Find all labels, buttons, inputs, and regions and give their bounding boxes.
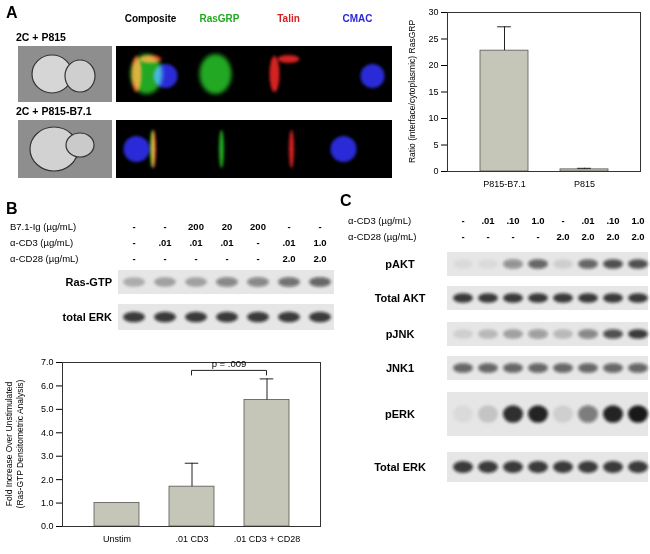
svg-text:200: 200: [188, 221, 204, 232]
svg-text:2.0: 2.0: [631, 231, 644, 242]
svg-text:1.0: 1.0: [531, 215, 544, 226]
svg-text:6.0: 6.0: [41, 381, 54, 391]
svg-text:2.0: 2.0: [282, 253, 295, 264]
svg-text:.01: .01: [158, 237, 172, 248]
svg-text:5: 5: [433, 140, 438, 150]
svg-text:200: 200: [250, 221, 266, 232]
svg-text:-: -: [194, 253, 197, 264]
svg-text:-: -: [132, 221, 135, 232]
svg-text:2.0: 2.0: [41, 475, 54, 485]
svg-text:-: -: [163, 253, 166, 264]
svg-text:-: -: [132, 253, 135, 264]
svg-text:0.0: 0.0: [41, 521, 54, 531]
svg-text:.01: .01: [220, 237, 234, 248]
svg-text:7.0: 7.0: [41, 357, 54, 367]
svg-text:20: 20: [222, 221, 233, 232]
svg-text:-: -: [132, 237, 135, 248]
svg-text:pJNK: pJNK: [386, 328, 415, 340]
svg-text:CMAC: CMAC: [343, 13, 373, 24]
svg-text:-: -: [256, 237, 259, 248]
svg-text:.10: .10: [606, 215, 619, 226]
svg-text:.01: .01: [189, 237, 203, 248]
svg-text:total ERK: total ERK: [63, 311, 113, 323]
svg-text:pAKT: pAKT: [385, 258, 415, 270]
svg-text:A: A: [6, 4, 18, 21]
svg-text:C: C: [340, 192, 352, 209]
svg-text:α-CD28 (µg/mL): α-CD28 (µg/mL): [348, 231, 417, 242]
svg-text:2C + P815: 2C + P815: [16, 31, 66, 43]
svg-text:α-CD3 (µg/mL): α-CD3 (µg/mL): [10, 237, 73, 248]
svg-text:Total ERK: Total ERK: [374, 461, 426, 473]
svg-text:Composite: Composite: [125, 13, 177, 24]
svg-text:Unstim: Unstim: [103, 534, 131, 544]
svg-text:.10: .10: [506, 215, 519, 226]
svg-text:2C + P815-B7.1: 2C + P815-B7.1: [16, 105, 92, 117]
svg-text:5.0: 5.0: [41, 404, 54, 414]
svg-text:25: 25: [428, 34, 438, 44]
svg-text:B7.1-Ig (µg/mL): B7.1-Ig (µg/mL): [10, 221, 76, 232]
svg-text:P815: P815: [574, 179, 595, 189]
svg-text:-: -: [318, 221, 321, 232]
svg-text:2.0: 2.0: [581, 231, 594, 242]
svg-text:-: -: [461, 231, 464, 242]
svg-text:0: 0: [433, 166, 438, 176]
svg-text:(Ras-GTP Densitometric Analysi: (Ras-GTP Densitometric Analysis): [15, 379, 25, 508]
svg-text:Talin: Talin: [277, 13, 300, 24]
svg-text:JNK1: JNK1: [386, 362, 414, 374]
svg-text:2.0: 2.0: [313, 253, 326, 264]
svg-text:-: -: [486, 231, 489, 242]
svg-text:B: B: [6, 200, 18, 217]
svg-text:Total AKT: Total AKT: [375, 292, 426, 304]
svg-text:.01: .01: [282, 237, 296, 248]
svg-text:Ras-GTP: Ras-GTP: [66, 276, 112, 288]
svg-text:3.0: 3.0: [41, 451, 54, 461]
svg-text:2.0: 2.0: [556, 231, 569, 242]
svg-text:-: -: [536, 231, 539, 242]
svg-text:-: -: [163, 221, 166, 232]
svg-text:pERK: pERK: [385, 408, 415, 420]
svg-text:20: 20: [428, 60, 438, 70]
svg-text:.01 CD3: .01 CD3: [175, 534, 208, 544]
svg-text:.01 CD3 + CD28: .01 CD3 + CD28: [234, 534, 300, 544]
svg-text:α-CD28 (µg/mL): α-CD28 (µg/mL): [10, 253, 79, 264]
svg-text:-: -: [287, 221, 290, 232]
svg-text:p = .009: p = .009: [212, 358, 247, 369]
svg-text:P815-B7.1: P815-B7.1: [483, 179, 526, 189]
svg-text:-: -: [511, 231, 514, 242]
svg-text:1.0: 1.0: [631, 215, 644, 226]
svg-text:-: -: [461, 215, 464, 226]
svg-text:-: -: [225, 253, 228, 264]
svg-text:.01: .01: [581, 215, 595, 226]
svg-text:Fold Increase Over Unstimulate: Fold Increase Over Unstimulated: [4, 382, 14, 507]
svg-text:-: -: [561, 215, 564, 226]
svg-text:RasGRP: RasGRP: [199, 13, 239, 24]
svg-text:1.0: 1.0: [313, 237, 326, 248]
svg-text:α-CD3 (µg/mL): α-CD3 (µg/mL): [348, 215, 411, 226]
svg-text:2.0: 2.0: [606, 231, 619, 242]
svg-text:1.0: 1.0: [41, 498, 54, 508]
svg-text:4.0: 4.0: [41, 428, 54, 438]
svg-text:10: 10: [428, 113, 438, 123]
svg-text:.01: .01: [481, 215, 495, 226]
svg-text:15: 15: [428, 87, 438, 97]
svg-text:30: 30: [428, 7, 438, 17]
svg-text:Ratio (interface/cytoplasmic): Ratio (interface/cytoplasmic) RasGRP: [407, 20, 417, 163]
svg-text:-: -: [256, 253, 259, 264]
